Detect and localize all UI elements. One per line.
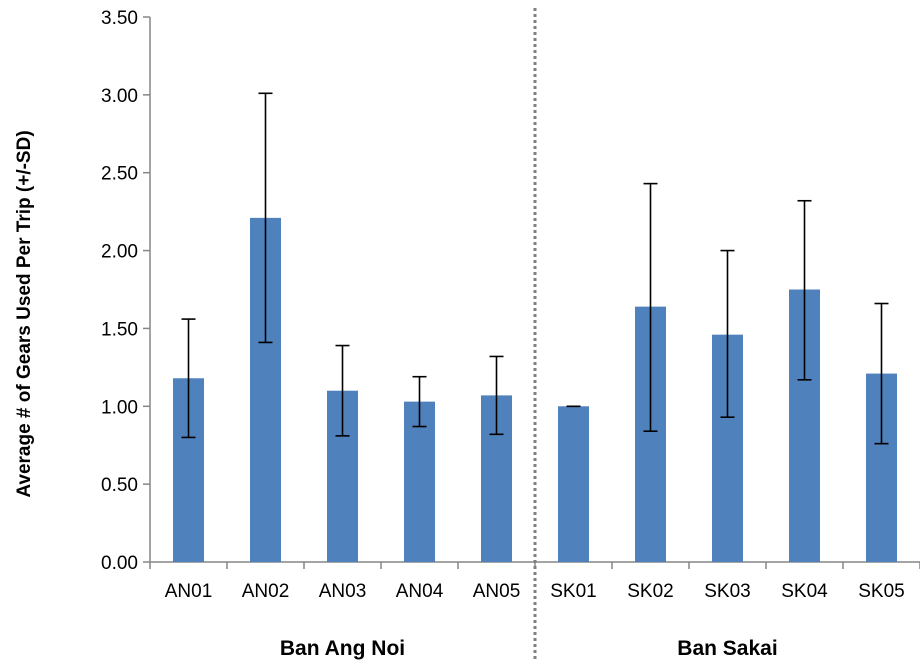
category-label-an04: AN04 [396, 581, 444, 602]
bar-sk01 [558, 406, 589, 562]
y-tick-label: 0.00 [101, 553, 138, 574]
category-label-sk05: SK05 [858, 581, 904, 602]
y-tick-label: 3.00 [101, 86, 138, 107]
y-tick-label: 3.50 [101, 8, 138, 29]
category-label-an02: AN02 [242, 581, 290, 602]
category-label-an03: AN03 [319, 581, 367, 602]
y-axis: 0.00 0.50 1.00 1.50 2.00 2.50 3.00 3.50 [101, 8, 151, 574]
category-label-sk04: SK04 [781, 581, 828, 602]
bar-an04 [404, 401, 435, 562]
category-label-an05: AN05 [473, 581, 521, 602]
y-tick-label: 1.50 [101, 319, 138, 340]
category-label-sk03: SK03 [704, 581, 750, 602]
group-label-1: Ban Ang Noi [280, 637, 405, 660]
category-label-sk02: SK02 [627, 581, 673, 602]
y-tick-label: 0.50 [101, 475, 138, 496]
category-label-sk01: SK01 [550, 581, 596, 602]
error-bars [181, 92, 889, 445]
group-labels: Ban Ang Noi Ban Sakai [280, 637, 778, 660]
category-labels: AN01 AN02 AN03 AN04 AN05 SK01 SK02 SK03 SK04 SK05 [165, 581, 905, 602]
bars [173, 217, 897, 562]
y-tick-label: 2.50 [101, 164, 138, 185]
group-label-2: Ban Sakai [677, 637, 777, 660]
category-label-an01: AN01 [165, 581, 213, 602]
y-tick-label: 1.00 [101, 397, 138, 418]
y-axis-title: Average # of Gears Used Per Trip (+/-SD) [14, 130, 35, 497]
y-tick-label: 2.00 [101, 242, 138, 263]
